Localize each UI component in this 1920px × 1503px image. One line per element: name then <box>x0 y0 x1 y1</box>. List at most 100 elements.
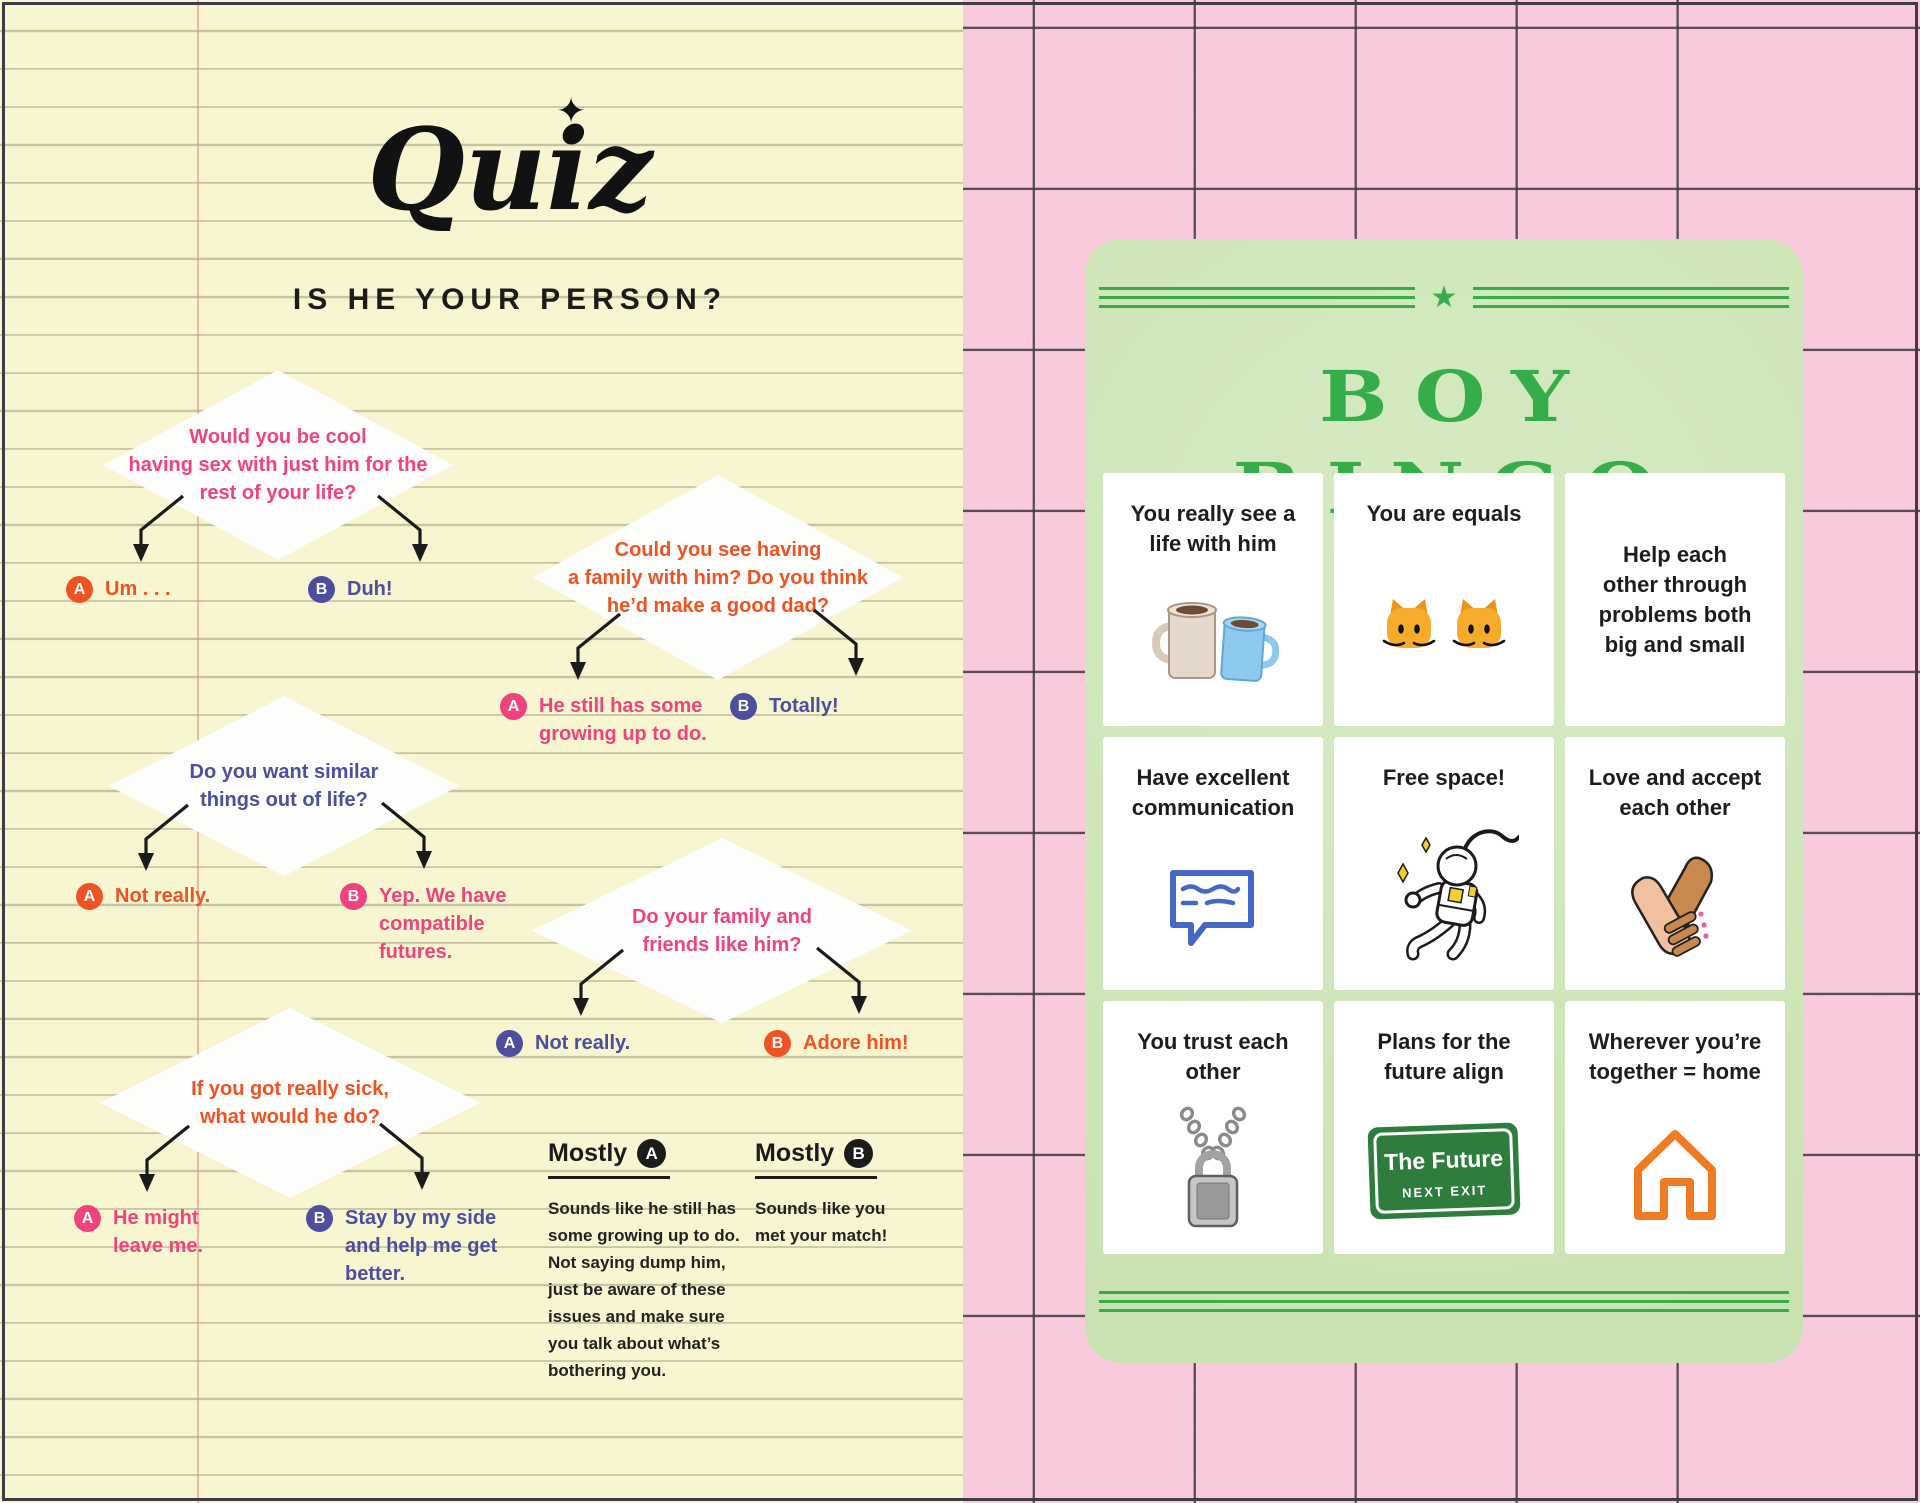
quiz-title: Quiz <box>367 105 653 236</box>
star-icon: ★ <box>1430 281 1458 314</box>
arrow-down-right-icon <box>378 1122 430 1190</box>
question-line: Do your family and <box>631 905 813 928</box>
arrow-down-left-icon <box>570 612 622 680</box>
astronaut-icon <box>1369 793 1519 990</box>
result-line: Sounds like he still has <box>548 1199 736 1218</box>
sign-text-line1: The Future <box>1384 1144 1504 1174</box>
result-line: bothering you. <box>548 1361 667 1380</box>
cell-title-line: Have excellent <box>1136 765 1290 790</box>
arrow-down-right-icon <box>376 494 428 562</box>
answer-line: Duh! <box>347 578 393 600</box>
letter-badge: A <box>496 1030 523 1057</box>
cell-title-line: other <box>1185 1059 1241 1084</box>
result-line: some growing up to do. <box>548 1226 740 1245</box>
top-divider: ★ <box>1099 281 1789 314</box>
bingo-grid: You really see a life with him <box>1103 473 1785 1254</box>
result-line: just be aware of these <box>548 1280 726 1299</box>
cell-title-line: other through <box>1602 571 1748 597</box>
arrow-down-right-icon <box>815 946 867 1014</box>
mostly-label: Mostly <box>548 1138 628 1167</box>
arrow-down-left-icon <box>139 1124 191 1192</box>
letter-badge: B <box>730 693 757 720</box>
result-mostly-b: Mostly B Sounds like you met your match! <box>755 1138 955 1249</box>
cell-title-line: life with him <box>1149 531 1277 556</box>
bingo-title-line1: BOY <box>1319 355 1595 438</box>
result-line: you talk about what’s <box>548 1334 721 1353</box>
cell-title-line: problems both <box>1598 601 1752 627</box>
house-icon <box>1620 1087 1730 1254</box>
letter-badge: A <box>76 883 103 910</box>
bingo-cell-9: Wherever you’re together = home <box>1565 1001 1785 1254</box>
speech-bubble-icon <box>1165 823 1261 990</box>
bingo-cell-5: Free space! <box>1334 737 1554 990</box>
padlock-necklace-icon <box>1163 1087 1263 1254</box>
answer-line: leave me. <box>113 1235 204 1257</box>
letter-badge: B <box>764 1030 791 1057</box>
answer-q4-a: A Not really. <box>496 1029 630 1057</box>
mostly-label: Mostly <box>755 1138 835 1167</box>
answer-q2-a: A He still has some growing up to do. <box>500 692 707 748</box>
letter-badge: A <box>500 693 527 720</box>
underline <box>548 1176 670 1179</box>
answer-q2-b: B Totally! <box>730 692 839 720</box>
cell-title-line: each other <box>1619 795 1731 820</box>
cell-title-line: Help each <box>1623 541 1727 567</box>
cell-title-line: future align <box>1384 1059 1504 1084</box>
sparkle-icon: ✦ <box>556 90 587 131</box>
result-line: issues and make sure <box>548 1307 725 1326</box>
answer-line: Totally! <box>769 695 839 717</box>
letter-badge: A <box>74 1205 101 1232</box>
cell-title-line: together = home <box>1589 1059 1761 1084</box>
answer-q1-b: B Duh! <box>308 575 393 603</box>
answer-line: Yep. We have <box>379 885 507 907</box>
answer-line: He might <box>113 1207 199 1229</box>
cell-title-line: Love and accept <box>1588 765 1762 790</box>
answer-q1-a: A Um . . . <box>66 575 171 603</box>
bingo-cell-7: You trust each other <box>1103 1001 1323 1254</box>
answer-line: Stay by my side <box>345 1207 497 1229</box>
letter-badge: B <box>340 883 367 910</box>
question-line: friends like him? <box>642 933 802 956</box>
letter-badge: A <box>637 1139 667 1168</box>
letter-badge: B <box>306 1205 333 1232</box>
answer-q3-a: A Not really. <box>76 882 210 910</box>
answer-q5-a: A He might leave me. <box>74 1204 203 1260</box>
question-line: things out of life? <box>200 789 368 811</box>
result-line: Sounds like you <box>755 1199 886 1218</box>
bingo-cell-3: Help each other through problems both bi… <box>1565 473 1785 726</box>
bingo-cell-2: You are equals <box>1334 473 1554 726</box>
question-line: Could you see having <box>614 538 822 561</box>
arrow-down-left-icon <box>133 494 185 562</box>
result-line: Not saying dump him, <box>548 1253 726 1272</box>
answer-line: Um . . . <box>105 578 171 600</box>
road-sign-icon: The Future NEXT EXIT <box>1360 1087 1528 1254</box>
letter-badge: A <box>66 576 93 603</box>
cats-icon <box>1381 529 1507 726</box>
cell-title-line: communication <box>1131 795 1295 820</box>
cell-title-line: Plans for the <box>1377 1029 1511 1054</box>
bingo-cell-1: You really see a life with him <box>1103 473 1323 726</box>
bingo-cell-8: Plans for the future align The Future NE… <box>1334 1001 1554 1254</box>
result-mostly-a: Mostly A Sounds like he still has some g… <box>548 1138 763 1384</box>
answer-line: Not really. <box>535 1032 631 1054</box>
result-line: met your match! <box>755 1226 888 1245</box>
notebook-page: Quiz ✦ IS HE YOUR PERSON? Would you be c… <box>0 0 963 1503</box>
answer-q4-b: B Adore him! <box>764 1029 909 1057</box>
answer-line: He still has some <box>539 695 703 717</box>
underline <box>755 1176 877 1179</box>
question-line: Would you be cool <box>189 426 367 448</box>
cell-title-line: You really see a <box>1130 501 1296 526</box>
question-line: rest of your life? <box>199 482 357 504</box>
question-line: he’d make a good dad? <box>606 594 830 617</box>
letter-badge: B <box>844 1139 874 1168</box>
triple-lines <box>1099 287 1415 308</box>
question-line: If you got really sick, <box>191 1078 389 1100</box>
answer-q5-b: B Stay by my side and help me get better… <box>306 1204 497 1288</box>
bottom-divider <box>1099 1291 1789 1312</box>
holding-hands-icon <box>1615 823 1735 990</box>
answer-line: Not really. <box>115 885 211 907</box>
answer-line: compatible <box>379 913 485 935</box>
arrow-down-right-icon <box>380 801 432 869</box>
bingo-card: ★ BOY BINGO You really see a life with h… <box>1085 239 1803 1363</box>
bingo-cell-6: Love and accept each other <box>1565 737 1785 990</box>
